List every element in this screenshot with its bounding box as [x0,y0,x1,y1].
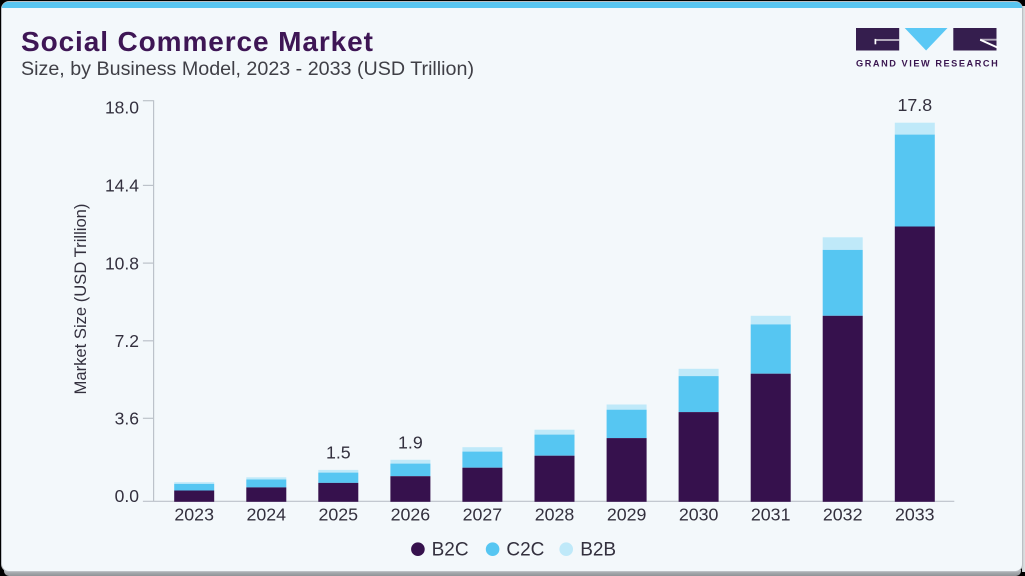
svg-text:1.9: 1.9 [398,432,423,452]
svg-text:2024: 2024 [247,505,287,525]
svg-text:2032: 2032 [823,505,863,525]
svg-text:17.8: 17.8 [897,95,932,115]
svg-text:10.8: 10.8 [105,253,139,273]
svg-text:B2C: B2C [432,539,469,560]
svg-text:1.5: 1.5 [326,442,351,462]
svg-text:7.2: 7.2 [115,331,139,351]
svg-text:Market Size (USD Trillion): Market Size (USD Trillion) [71,204,90,395]
svg-text:2028: 2028 [535,505,575,525]
svg-text:Social Commerce Market: Social Commerce Market [21,26,374,57]
svg-text:2023: 2023 [174,505,214,525]
svg-text:2025: 2025 [319,505,359,525]
svg-text:14.4: 14.4 [105,176,139,196]
svg-text:18.0: 18.0 [105,98,139,118]
svg-text:C2C: C2C [506,539,544,560]
svg-text:2031: 2031 [751,505,791,525]
svg-text:Size, by Business Model, 2023: Size, by Business Model, 2023 - 2033 (US… [21,58,474,80]
svg-text:2027: 2027 [463,505,503,525]
svg-text:GRAND VIEW RESEARCH: GRAND VIEW RESEARCH [856,59,999,69]
svg-text:0.0: 0.0 [115,486,140,506]
svg-text:3.6: 3.6 [115,409,139,429]
svg-text:B2B: B2B [580,539,616,560]
svg-text:2033: 2033 [895,505,935,525]
svg-text:2029: 2029 [607,505,647,525]
svg-text:2030: 2030 [679,505,719,525]
svg-text:2026: 2026 [391,505,431,525]
